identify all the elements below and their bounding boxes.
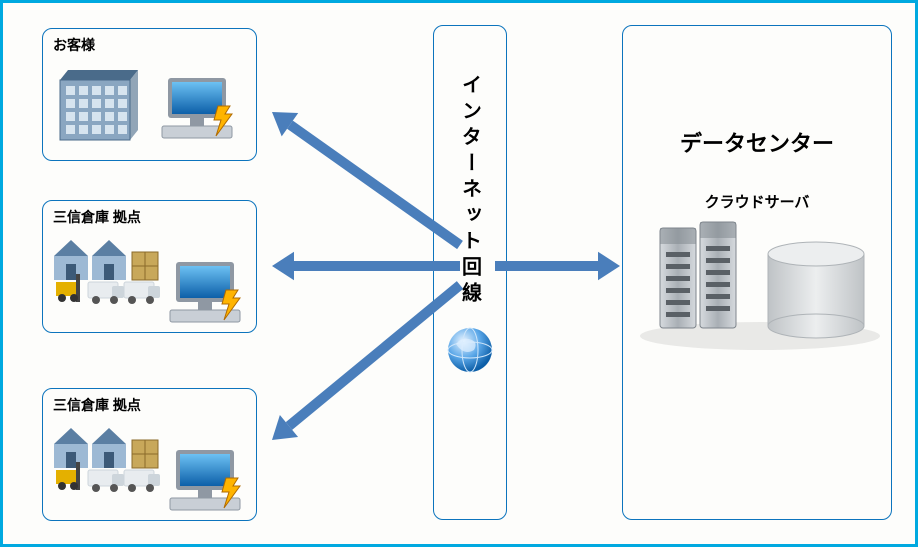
warehouse-site-2-box: 三信倉庫 拠点 [42, 388, 257, 521]
internet-line-label: インターネット回線 [456, 74, 485, 308]
warehouse-site-1-box: 三信倉庫 拠点 [42, 200, 257, 333]
customer-box: お客様 [42, 28, 257, 161]
datacenter-subtitle: クラウドサーバ [623, 191, 891, 212]
internet-line-box: インターネット回線 [433, 25, 507, 520]
customer-label: お客様 [53, 35, 95, 55]
datacenter-box: データセンター クラウドサーバ [622, 25, 892, 520]
datacenter-title: データセンター [623, 126, 891, 158]
warehouse-site-1-label: 三信倉庫 拠点 [53, 207, 141, 227]
warehouse-site-2-label: 三信倉庫 拠点 [53, 395, 141, 415]
